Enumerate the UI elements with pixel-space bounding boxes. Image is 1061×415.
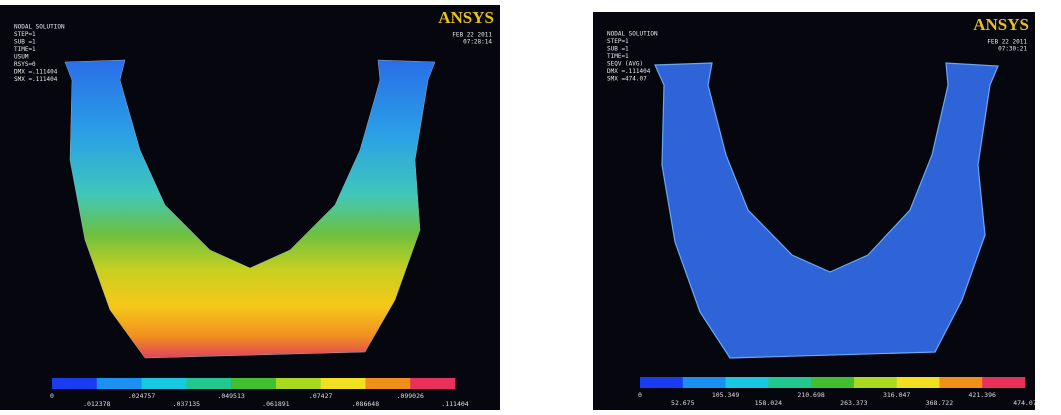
legend-label: 421.396: [969, 391, 996, 399]
date-line: 07:28:14: [463, 39, 492, 46]
legend-swatch: [321, 378, 366, 389]
header-line: DMX =.111404: [14, 69, 58, 76]
date-line: FEB 22 2011: [987, 39, 1027, 46]
legend-swatch: [897, 377, 940, 388]
header-line: SEQV (AVG): [607, 61, 643, 68]
legend-label: 52.675: [671, 399, 695, 407]
legend-swatch: [939, 377, 982, 388]
date-line: 07:30:21: [998, 46, 1027, 53]
legend-label: 105.349: [712, 391, 739, 399]
header-line: STEP=1: [14, 31, 36, 38]
legend-label: .024757: [128, 392, 155, 400]
legend-label: 263.373: [840, 399, 867, 407]
legend-swatch: [640, 377, 683, 388]
header-line: DMX =.111404: [607, 68, 651, 75]
date-line: FEB 22 2011: [452, 32, 492, 39]
legend-swatch: [410, 378, 455, 389]
header-line: TIME=1: [607, 53, 629, 60]
legend-label: 474.07: [1013, 399, 1037, 407]
legend-label: .086648: [352, 400, 379, 408]
legend-swatch: [97, 378, 142, 389]
legend-label: 158.024: [755, 399, 782, 407]
legend-swatch: [726, 377, 769, 388]
legend-swatch: [52, 378, 97, 389]
header-line: NODAL SOLUTION: [14, 24, 65, 31]
legend-label: .037135: [173, 400, 200, 408]
header-line: RSYS=0: [14, 61, 36, 68]
legend-swatch: [276, 378, 321, 389]
legend-swatch: [768, 377, 811, 388]
legend-label: 210.698: [797, 391, 824, 399]
legend-swatch: [186, 378, 231, 389]
header-line: NODAL SOLUTION: [607, 31, 658, 38]
legend-label: .111404: [441, 400, 468, 408]
screenshot: ANSYSNODAL SOLUTIONSTEP=1SUB =1TIME=1USU…: [0, 0, 1061, 415]
ansys-logo: ANSYS: [438, 8, 494, 27]
legend-label: 316.047: [883, 391, 910, 399]
legend-swatch: [811, 377, 854, 388]
legend-label: 0: [638, 391, 642, 399]
header-line: STEP=1: [607, 38, 629, 45]
legend-swatch: [854, 377, 897, 388]
legend-label: .012378: [83, 400, 110, 408]
legend-swatch: [683, 377, 726, 388]
legend-label: .049513: [217, 392, 244, 400]
legend-label: .099026: [397, 392, 424, 400]
legend-swatch: [982, 377, 1025, 388]
header-line: TIME=1: [14, 46, 36, 53]
header-line: SUB =1: [607, 46, 629, 53]
legend-label: .061891: [262, 400, 289, 408]
legend-swatch: [231, 378, 276, 389]
header-line: USUM: [14, 54, 29, 61]
header-line: SMX =.111404: [14, 76, 58, 83]
legend-swatch: [142, 378, 187, 389]
legend-swatch: [365, 378, 410, 389]
legend-label: 368.722: [926, 399, 953, 407]
legend-label: 0: [50, 392, 54, 400]
ansys-logo: ANSYS: [973, 15, 1029, 34]
legend-label: .07427: [309, 392, 333, 400]
header-line: SUB =1: [14, 39, 36, 46]
header-line: SMX =474.07: [607, 76, 647, 83]
